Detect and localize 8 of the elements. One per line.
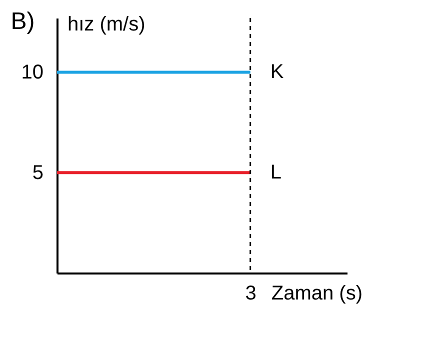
x-axis-title: Zaman (s) bbox=[271, 282, 362, 304]
y-tick-label: 10 bbox=[21, 62, 44, 84]
x-tick-label: 3 bbox=[245, 282, 256, 304]
y-tick-label: 5 bbox=[32, 162, 44, 184]
y-axis-title: hız (m/s) bbox=[68, 14, 146, 36]
chart-title: B) bbox=[10, 8, 35, 35]
series-label: K bbox=[270, 61, 284, 84]
series-label: L bbox=[270, 162, 282, 184]
